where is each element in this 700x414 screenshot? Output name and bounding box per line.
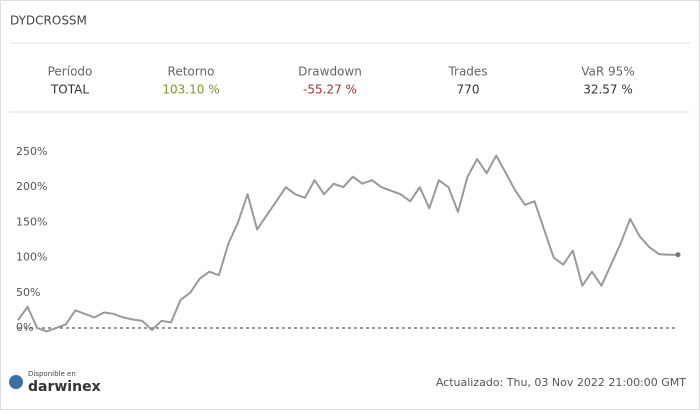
line (17, 154, 678, 333)
y-tick-label: 100% (16, 251, 47, 264)
logo (9, 375, 23, 389)
y-tick-label: 200% (16, 180, 47, 193)
y-tick-label: 150% (16, 215, 47, 228)
title: DYDCROSSM (10, 14, 87, 28)
stat-label: Retorno (168, 65, 215, 79)
updated: Actualizado: Thu, 03 Nov 2022 21:00:00 G… (436, 376, 686, 389)
end-point (675, 252, 681, 258)
stat-value: 103.10 % (162, 83, 219, 97)
stat-value: 32.57 % (583, 83, 633, 97)
stat-value: 770 (457, 83, 480, 97)
badge-small: Disponible en (28, 370, 76, 378)
stat-label: VaR 95% (581, 65, 634, 79)
y-tick-label: 250% (16, 145, 47, 158)
badge: Disponible en darwinex (9, 370, 101, 395)
stat-label: Drawdown (298, 65, 362, 79)
stat-label: Trades (447, 65, 487, 79)
badge-brand: darwinex (28, 379, 101, 395)
stat-label: Período (48, 65, 93, 79)
stat-value: TOTAL (50, 83, 89, 97)
stat-value: -55.27 % (303, 83, 357, 97)
y-tick-label: 50% (16, 286, 40, 299)
